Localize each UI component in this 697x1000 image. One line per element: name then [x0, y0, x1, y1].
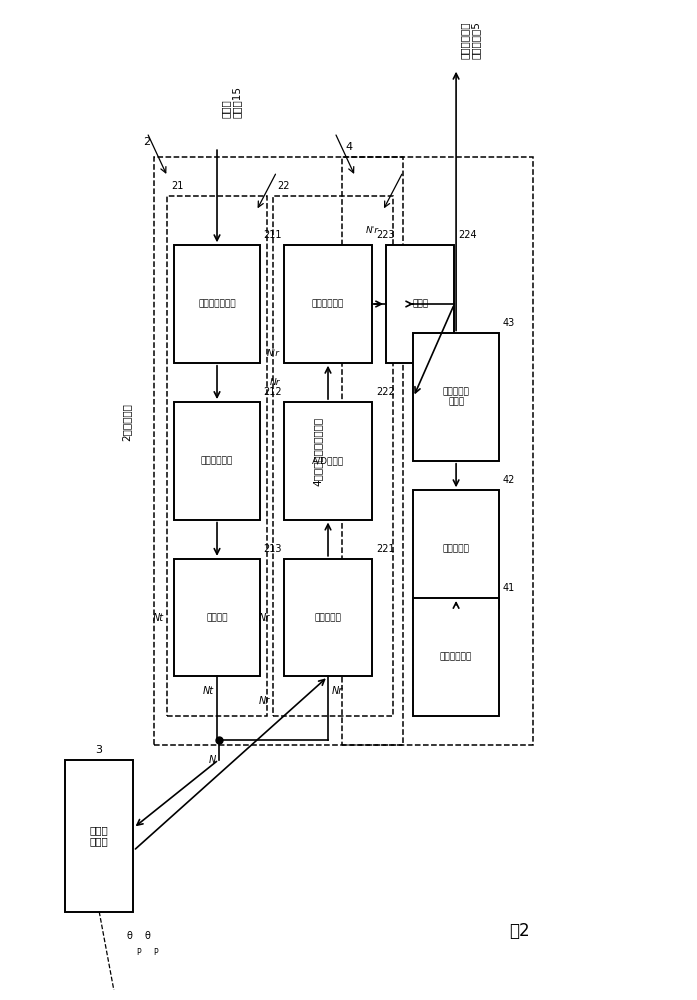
Text: 接收延迟电路: 接收延迟电路 — [312, 300, 344, 308]
Text: 213: 213 — [263, 544, 282, 554]
Text: 加法器: 加法器 — [412, 300, 428, 308]
Bar — [273, 196, 393, 716]
Text: 212: 212 — [263, 387, 282, 397]
Text: 向超声波图像
数据存储部5: 向超声波图像 数据存储部5 — [459, 21, 481, 59]
Bar — [413, 333, 499, 461]
Text: N: N — [208, 755, 215, 765]
Text: 从系统
控制部15: 从系统 控制部15 — [220, 86, 242, 118]
Text: 22: 22 — [277, 181, 289, 191]
Text: P: P — [153, 948, 158, 957]
Bar — [174, 402, 260, 520]
Bar — [413, 598, 499, 716]
Bar — [284, 559, 372, 676]
Text: N'r: N'r — [366, 226, 379, 235]
Text: 211: 211 — [263, 230, 282, 240]
Text: N'r: N'r — [267, 349, 280, 358]
Text: 3: 3 — [95, 745, 102, 755]
Text: Nt: Nt — [202, 686, 213, 696]
Bar — [167, 196, 266, 716]
Bar — [284, 402, 372, 520]
Text: Nr: Nr — [259, 696, 270, 706]
Text: 41: 41 — [502, 583, 514, 593]
Text: θ: θ — [144, 931, 150, 941]
Text: P: P — [137, 948, 141, 957]
Text: Nr: Nr — [270, 378, 280, 387]
Text: 对数变换器: 对数变换器 — [443, 544, 470, 554]
Text: Nt: Nt — [153, 613, 164, 623]
Text: 发送延迟电路: 发送延迟电路 — [201, 456, 233, 465]
Text: 驱动电路: 驱动电路 — [206, 613, 228, 622]
Bar — [284, 245, 372, 363]
Text: 包络线检波器: 包络线检波器 — [440, 652, 472, 661]
Text: 42: 42 — [502, 475, 514, 485]
Text: Nr: Nr — [332, 686, 343, 696]
Text: 224: 224 — [458, 230, 477, 240]
Text: 4: 4 — [345, 142, 352, 152]
Bar — [386, 245, 454, 363]
Bar — [413, 490, 499, 608]
Text: 2发送接收部: 2发送接收部 — [121, 403, 132, 441]
Bar — [65, 760, 133, 912]
Text: Nr: Nr — [259, 613, 270, 623]
Text: 图2: 图2 — [509, 922, 530, 940]
Text: 221: 221 — [376, 544, 395, 554]
Bar — [342, 157, 533, 745]
Bar — [174, 245, 260, 363]
Text: 超声波数据
存储部: 超声波数据 存储部 — [443, 387, 470, 407]
Text: 频定脉冲发生器: 频定脉冲发生器 — [198, 300, 236, 308]
Text: θ: θ — [127, 931, 133, 941]
Text: 前置放大器: 前置放大器 — [314, 613, 342, 622]
Text: 222: 222 — [376, 387, 395, 397]
Text: 21: 21 — [171, 181, 183, 191]
Text: 223: 223 — [376, 230, 395, 240]
Text: A/D变换器: A/D变换器 — [312, 456, 344, 465]
Text: 超声波
探测器: 超声波 探测器 — [90, 825, 109, 846]
Bar — [174, 559, 260, 676]
Bar — [154, 157, 403, 745]
Text: 43: 43 — [502, 318, 514, 328]
Text: 4超声波图像数据生成部: 4超声波图像数据生成部 — [313, 416, 323, 486]
Text: 2: 2 — [144, 137, 151, 147]
